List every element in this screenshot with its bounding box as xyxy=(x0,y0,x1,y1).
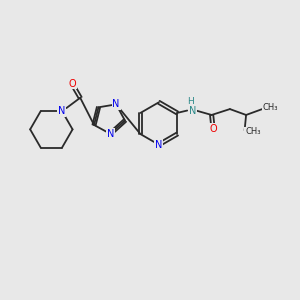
Text: O: O xyxy=(209,124,217,134)
Text: CH₃: CH₃ xyxy=(245,127,261,136)
Text: N: N xyxy=(189,106,196,116)
Text: H: H xyxy=(187,97,194,106)
Text: O: O xyxy=(68,79,76,88)
Text: N: N xyxy=(112,99,120,110)
Text: N: N xyxy=(58,106,66,116)
Text: N: N xyxy=(155,140,163,150)
Text: N: N xyxy=(106,129,114,139)
Text: CH₃: CH₃ xyxy=(263,103,278,112)
